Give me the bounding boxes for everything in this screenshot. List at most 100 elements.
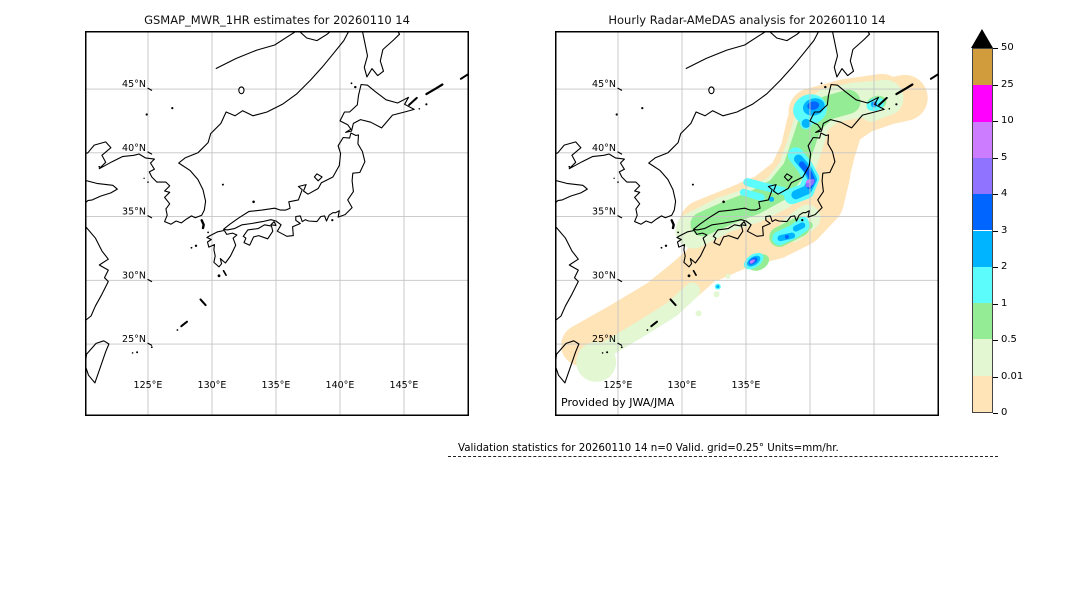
lon-tick-label: 130°E — [668, 380, 697, 391]
small-island — [418, 108, 421, 110]
small-island — [646, 329, 649, 331]
small-island — [131, 352, 134, 354]
urup-island — [459, 73, 469, 80]
colorbar-tick-label: 25 — [1001, 78, 1014, 90]
tanegashima-island — [692, 269, 697, 276]
colorbar-bin — [973, 121, 992, 158]
small-island — [190, 246, 193, 249]
precip-contour — [792, 222, 806, 232]
lat-tick-label: 30°N — [122, 270, 146, 281]
small-island — [691, 183, 694, 186]
lon-tick-label: 130°E — [198, 380, 227, 391]
shikoku-coastline — [712, 224, 744, 246]
lat-tick-mark — [147, 151, 153, 155]
sakhalin-coastline — [361, 31, 401, 78]
colorbar-tick-label: 0 — [1001, 407, 1008, 418]
small-island — [568, 165, 571, 168]
okinawa-island — [650, 320, 658, 328]
kunashir-island — [878, 96, 888, 106]
amami-island — [199, 298, 207, 307]
kyushu-coastline — [676, 229, 708, 268]
small-island — [660, 246, 663, 249]
colorbar-bin — [973, 266, 992, 304]
small-island — [171, 107, 174, 110]
amur-river — [215, 31, 297, 70]
small-island — [687, 274, 691, 278]
lat-tick-mark — [617, 151, 623, 155]
lat-tick-mark — [147, 278, 153, 283]
kyushu-coastline — [206, 229, 238, 268]
iturup-island — [425, 83, 444, 96]
awaji-island — [740, 221, 747, 226]
lat-tick-mark — [147, 87, 153, 92]
tsushima-island — [670, 219, 675, 230]
lat-tick-label: 35°N — [122, 207, 146, 218]
colorbar-bin — [973, 49, 992, 86]
precip-contours — [561, 73, 928, 382]
lon-tick-label: 145°E — [390, 380, 419, 391]
axes-frame — [85, 31, 469, 416]
small-island — [176, 329, 179, 331]
validation-caption-text: Validation statistics for 20260110 14 n=… — [458, 442, 839, 454]
colorbar-tick-label: 1 — [1001, 297, 1008, 309]
small-island — [824, 85, 827, 89]
amur-river — [298, 31, 332, 42]
taiwan-coastline — [555, 340, 580, 384]
lat-tick-label: 45°N — [122, 79, 146, 90]
precip-contour — [716, 285, 720, 289]
colorbar-tick — [993, 230, 998, 232]
lat-tick-mark — [147, 214, 153, 219]
colorbar-tick — [993, 48, 998, 49]
colorbar-tick — [993, 84, 998, 86]
colorbar-tick — [993, 376, 998, 378]
small-island — [252, 200, 255, 204]
hokkaido-coastline — [809, 83, 885, 133]
precip-contour — [769, 196, 775, 202]
small-island — [145, 113, 148, 116]
colorbar-tick — [993, 267, 998, 268]
small-island — [221, 183, 224, 186]
colorbar-bin — [973, 230, 992, 267]
precip-contour — [749, 260, 754, 264]
okinawa-island — [180, 320, 188, 328]
small-island — [350, 82, 353, 85]
colorbar-bin — [973, 194, 992, 231]
colorbar-tick — [993, 340, 998, 341]
lat-tick-label: 40°N — [122, 143, 146, 154]
shikoku-coastline — [242, 224, 274, 246]
small-island — [820, 82, 823, 85]
iturup-island — [895, 83, 914, 96]
kunashir-island — [408, 96, 418, 106]
asia-coastline — [85, 31, 350, 225]
lat-tick-mark — [617, 278, 623, 283]
colorbar-bin — [973, 303, 992, 340]
precip-contour — [743, 178, 788, 195]
small-island — [615, 113, 618, 116]
colorbar-bin — [973, 339, 992, 376]
lon-tick-label: 125°E — [604, 380, 633, 391]
colorbar-tick — [993, 303, 998, 305]
colorbar-tick — [993, 121, 998, 122]
lat-tick-mark — [147, 342, 153, 347]
shandong-coastline — [555, 179, 588, 205]
lat-tick-label: 40°N — [592, 143, 616, 154]
coastlines — [555, 31, 939, 384]
colorbar-tick-label: 3 — [1001, 224, 1008, 236]
asia-coastline — [555, 31, 820, 225]
radar-amedas-map-panel: 45°N 40°N 35°N 30°N 25°N 125°E 130°E 135°E Prov… — [555, 31, 939, 416]
lon-tick-label: 135°E — [262, 380, 291, 391]
small-island — [331, 219, 334, 222]
small-island — [601, 352, 604, 354]
small-island — [354, 85, 357, 89]
provided-by-credit: Provided by JWA/JMA — [561, 396, 675, 409]
gsmap-map-panel: 45°N 40°N 35°N 30°N 25°N 125°E 130°E 135°E 140°E… — [85, 31, 469, 416]
small-island — [207, 231, 209, 234]
colorbar-tick-label: 4 — [1001, 188, 1008, 199]
small-island — [620, 346, 623, 349]
colorbar-tick-label: 10 — [1001, 115, 1014, 126]
lake-khanka — [238, 86, 245, 95]
tanegashima-island — [222, 269, 227, 276]
colorbar — [972, 48, 993, 413]
honshu-coastline — [692, 132, 836, 237]
gsmap-map: 45°N 40°N 35°N 30°N 25°N 125°E 130°E 135°E 140°E… — [85, 31, 469, 416]
